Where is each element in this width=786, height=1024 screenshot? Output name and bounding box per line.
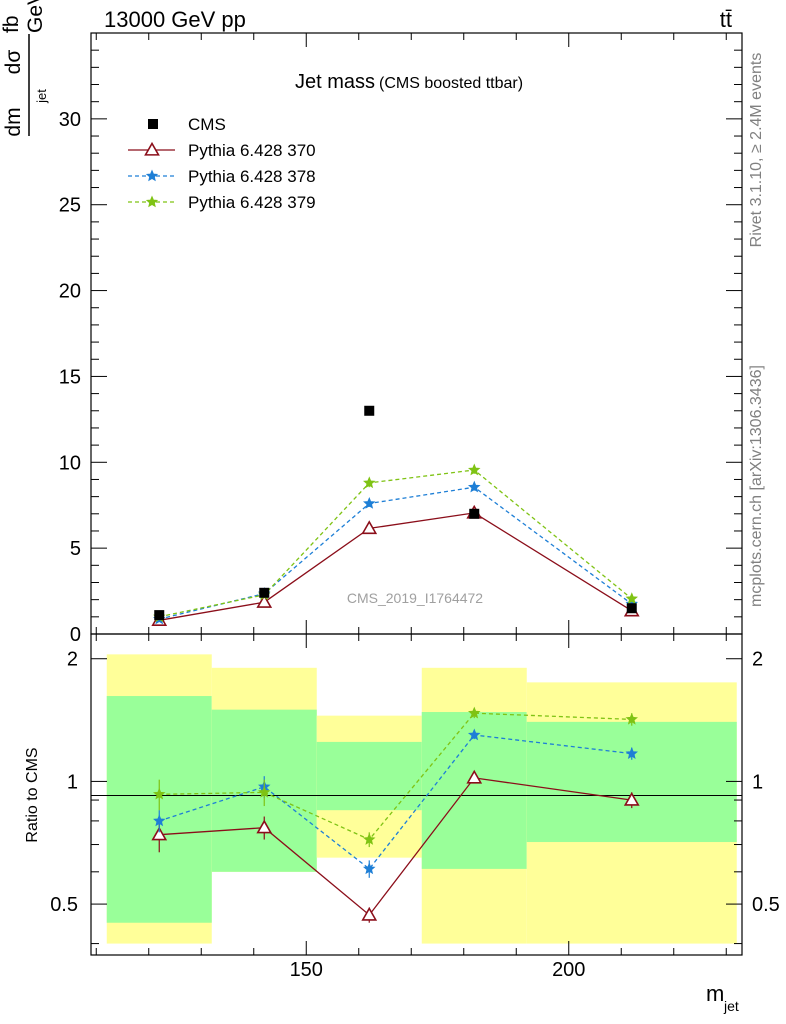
legend-label: Pythia 6.428 378 bbox=[188, 167, 316, 186]
ratio-frame bbox=[90, 633, 743, 956]
ratio-uncertainty-bands bbox=[106, 654, 737, 944]
ratio-series bbox=[151, 706, 640, 923]
point-star bbox=[625, 712, 638, 725]
chart-title: Jet mass bbox=[295, 71, 375, 93]
x-tick-label: 200 bbox=[552, 959, 585, 981]
cms-point bbox=[469, 508, 480, 519]
beam-label: 13000 GeV pp bbox=[104, 7, 246, 32]
legend-swatch bbox=[148, 119, 158, 129]
y-tick-label: 25 bbox=[59, 195, 81, 217]
point-triangle bbox=[361, 906, 378, 921]
point-star bbox=[625, 747, 638, 759]
cms-point bbox=[154, 610, 165, 621]
x-tick-label: 150 bbox=[290, 959, 323, 981]
main-series bbox=[151, 405, 640, 626]
series-cms bbox=[154, 405, 637, 621]
x-label-main: m bbox=[706, 981, 724, 1006]
legend-entry-3: Pythia 6.428 379 bbox=[128, 193, 316, 212]
cms-point bbox=[259, 587, 270, 598]
y-tick-label: 5 bbox=[70, 538, 81, 560]
legend-label: CMS bbox=[188, 115, 226, 134]
point-star bbox=[152, 787, 166, 800]
axis-ticks: 150 200 0 5 10 15 20 25 30 0.5 0.5 1 1 2 2 bbox=[50, 32, 780, 981]
ratio-y-tick-label: 1 bbox=[67, 771, 78, 793]
point-triangle bbox=[256, 819, 273, 834]
point-triangle bbox=[256, 594, 273, 608]
y-tick-label: 15 bbox=[59, 366, 81, 388]
y-tick-label: 20 bbox=[59, 281, 81, 303]
x-label-sub: jet bbox=[723, 998, 739, 1014]
point-star bbox=[145, 195, 159, 208]
ratio-series-3 bbox=[152, 706, 638, 848]
legend-label: Pythia 6.428 379 bbox=[188, 193, 316, 212]
y-tick-label: 10 bbox=[59, 452, 81, 474]
ratio-y-tick-label-right: 1 bbox=[752, 771, 763, 793]
point-star bbox=[468, 463, 481, 476]
point-star bbox=[153, 814, 166, 827]
y-label-denominator-sub: jet bbox=[34, 89, 49, 104]
y-label-numerator-unit: fb bbox=[0, 15, 23, 33]
ratio-series-1 bbox=[151, 769, 640, 923]
ratio-y-tick-label-right: 0.5 bbox=[752, 894, 780, 916]
y-label-denominator-d: dm bbox=[2, 107, 25, 136]
point-star bbox=[468, 706, 481, 719]
legend-entry-2: Pythia 6.428 378 bbox=[128, 167, 316, 186]
cms-point bbox=[364, 405, 375, 416]
legend-entry-cms: CMS bbox=[148, 115, 226, 134]
chart-subtitle: (CMS boosted ttbar) bbox=[379, 75, 523, 92]
ratio-band-green bbox=[316, 741, 422, 811]
point-star bbox=[363, 862, 376, 875]
ratio-y-tick-label: 0.5 bbox=[50, 894, 78, 916]
ratio-y-axis-label: Ratio to CMS bbox=[24, 747, 41, 842]
point-star bbox=[467, 480, 481, 493]
ratio-band-green bbox=[526, 721, 737, 843]
point-triangle bbox=[151, 826, 168, 841]
point-triangle bbox=[144, 141, 160, 156]
y-axis-label: dσ dm jet fb GeV bbox=[0, 0, 49, 137]
point-star bbox=[145, 169, 159, 182]
point-star bbox=[363, 476, 376, 489]
point-star bbox=[363, 496, 376, 509]
ratio-y-tick-label: 2 bbox=[67, 649, 78, 671]
legend: CMS Pythia 6.428 370 Pythia 6.428 378 Pythi… bbox=[128, 115, 316, 212]
ratio-y-tick-label-right: 2 bbox=[752, 649, 763, 671]
point-star bbox=[257, 785, 271, 798]
point-triangle bbox=[623, 791, 640, 806]
y-tick-label: 30 bbox=[59, 109, 81, 131]
point-triangle bbox=[466, 769, 483, 784]
point-star bbox=[467, 728, 481, 741]
cms-point bbox=[626, 603, 637, 614]
y-label-denominator-unit: GeV bbox=[24, 0, 47, 33]
x-axis-label: m jet bbox=[706, 981, 739, 1014]
source-label: mcplots.cern.ch [arXiv:1306.3436] bbox=[748, 365, 765, 607]
point-star bbox=[363, 832, 376, 845]
rivet-version-label: Rivet 3.1.10, ≥ 2.4M events bbox=[748, 53, 765, 248]
process-label: tt̄ bbox=[720, 7, 732, 32]
legend-entry-1: Pythia 6.428 370 bbox=[128, 141, 316, 160]
series-1 bbox=[151, 504, 640, 626]
ratio-line bbox=[159, 734, 632, 870]
y-label-numerator-d: dσ bbox=[2, 50, 25, 75]
point-triangle bbox=[361, 520, 378, 535]
y-tick-label: 0 bbox=[70, 624, 81, 646]
point-star bbox=[625, 592, 638, 605]
legend-label: Pythia 6.428 370 bbox=[188, 141, 316, 160]
analysis-label: CMS_2019_I1764472 bbox=[347, 590, 483, 606]
